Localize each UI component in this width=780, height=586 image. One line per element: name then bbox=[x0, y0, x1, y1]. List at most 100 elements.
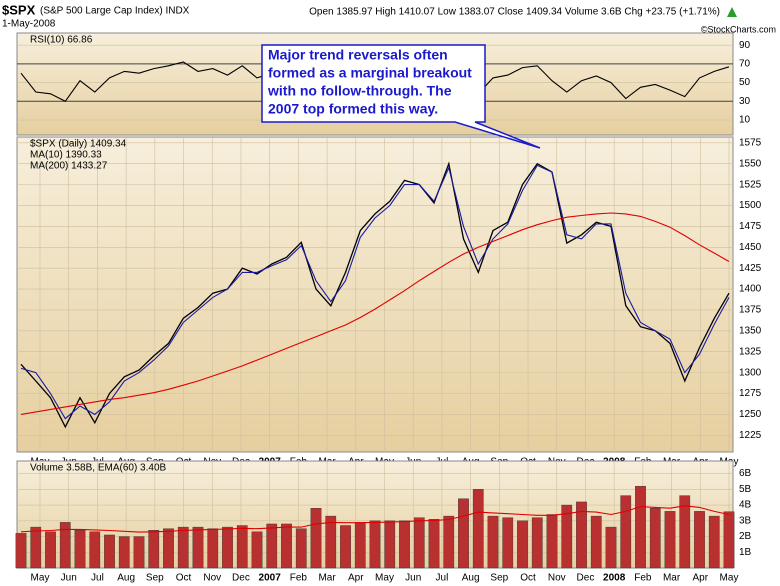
volume-bar bbox=[148, 530, 160, 569]
volume-bar bbox=[89, 531, 101, 569]
legend-entry: MA(10) 1390.33 bbox=[30, 150, 102, 161]
panel-background bbox=[16, 136, 734, 453]
volume-bar bbox=[517, 520, 528, 569]
volume-bar bbox=[679, 495, 691, 569]
y-tick-label: 1450 bbox=[739, 242, 762, 253]
y-tick-label: 1B bbox=[739, 547, 752, 558]
y-tick-label: 30 bbox=[739, 96, 751, 107]
x-tick-label: Mar bbox=[663, 573, 681, 584]
y-tick-label: 10 bbox=[739, 115, 751, 126]
x-tick-label: Jun bbox=[405, 573, 421, 584]
volume-bar bbox=[384, 520, 396, 569]
x-tick-label: Nov bbox=[548, 573, 566, 584]
y-tick-label: 1475 bbox=[739, 221, 762, 232]
volume-bar bbox=[369, 520, 381, 569]
volume-bar bbox=[561, 504, 573, 569]
x-tick-label: Jul bbox=[91, 573, 104, 584]
volume-bar bbox=[45, 531, 56, 569]
volume-bar bbox=[546, 514, 558, 569]
x-tick-label: Oct bbox=[176, 573, 192, 584]
volume-bar bbox=[354, 522, 366, 569]
x-tick-label: Aug bbox=[117, 573, 135, 584]
volume-bar bbox=[104, 534, 115, 569]
volume-bar bbox=[458, 498, 469, 569]
x-tick-label: 2008 bbox=[603, 573, 626, 584]
y-tick-label: 1550 bbox=[739, 158, 762, 169]
up-arrow bbox=[727, 7, 737, 17]
x-tick-label: Mar bbox=[318, 573, 336, 584]
x-tick-label: May bbox=[31, 573, 50, 584]
volume-bar bbox=[222, 526, 233, 569]
y-tick-label: 90 bbox=[739, 40, 751, 51]
x-tick-label: May bbox=[720, 573, 739, 584]
quote: Open 1385.97 High 1410.07 Low 1383.07 Cl… bbox=[309, 7, 720, 18]
volume-bar bbox=[472, 489, 484, 569]
x-tick-label: Sep bbox=[146, 573, 164, 584]
y-tick-label: 1225 bbox=[739, 430, 762, 441]
volume-bar bbox=[207, 528, 219, 569]
legend-entry: $SPX (Daily) 1409.34 bbox=[30, 139, 127, 150]
callout-text: formed as a marginal breakout bbox=[268, 65, 472, 81]
x-tick-label: May bbox=[375, 573, 394, 584]
volume-bar bbox=[133, 536, 145, 569]
volume-bar bbox=[620, 495, 632, 569]
callout-text: 2007 top formed this way. bbox=[268, 101, 438, 117]
y-tick-label: 1500 bbox=[739, 200, 762, 211]
y-tick-label: 1400 bbox=[739, 284, 762, 295]
volume-bar bbox=[590, 515, 602, 569]
volume-bar bbox=[192, 526, 204, 569]
x-tick-label: Feb bbox=[290, 573, 308, 584]
y-tick-label: 1350 bbox=[739, 325, 762, 336]
volume-bar bbox=[635, 485, 646, 569]
volume-bar bbox=[15, 533, 27, 569]
y-tick-label: 6B bbox=[739, 468, 752, 479]
y-tick-label: 2B bbox=[739, 531, 752, 542]
x-tick-label: Sep bbox=[490, 573, 508, 584]
volume-bar bbox=[413, 517, 425, 569]
volume-bar bbox=[576, 501, 587, 569]
volume-bar bbox=[295, 528, 307, 569]
date: 1-May-2008 bbox=[2, 19, 56, 30]
volume-bar bbox=[502, 517, 514, 569]
x-tick-label: Apr bbox=[693, 573, 709, 584]
y-tick-label: 70 bbox=[739, 59, 751, 70]
x-tick-label: Jul bbox=[436, 573, 449, 584]
volume-bar bbox=[664, 511, 676, 569]
y-tick-label: 5B bbox=[739, 484, 752, 495]
symbol-name: (S&P 500 Large Cap Index) INDX bbox=[40, 6, 190, 17]
legend-entry: MA(200) 1433.27 bbox=[30, 161, 108, 172]
x-tick-label: Aug bbox=[462, 573, 480, 584]
callout-text: Major trend reversals often bbox=[268, 47, 448, 63]
y-tick-label: 1325 bbox=[739, 346, 762, 357]
volume-bar bbox=[428, 519, 440, 569]
y-tick-label: 1300 bbox=[739, 367, 762, 378]
y-tick-label: 1275 bbox=[739, 388, 762, 399]
volume-bar bbox=[649, 508, 661, 569]
volume-bar bbox=[531, 517, 543, 569]
volume-bar bbox=[310, 508, 322, 569]
y-tick-label: 1575 bbox=[739, 137, 762, 148]
volume-bar bbox=[251, 531, 263, 569]
volume-bar bbox=[399, 520, 410, 569]
volume-bar bbox=[694, 511, 705, 569]
symbol: $SPX bbox=[2, 2, 36, 17]
volume-bar bbox=[605, 526, 617, 569]
volume-bar bbox=[723, 511, 735, 569]
series-line bbox=[20, 164, 730, 420]
panel-title: Volume 3.58B, EMA(60) 3.40B bbox=[30, 463, 167, 474]
volume-bar bbox=[74, 530, 86, 569]
volume-bar bbox=[59, 522, 71, 569]
x-tick-label: Dec bbox=[232, 573, 250, 584]
y-tick-label: 3B bbox=[739, 515, 752, 526]
y-tick-label: 50 bbox=[739, 77, 751, 88]
volume-bar bbox=[708, 515, 720, 569]
y-tick-label: 1525 bbox=[739, 179, 762, 190]
volume-bar bbox=[487, 515, 499, 569]
x-tick-label: Feb bbox=[634, 573, 652, 584]
volume-bar bbox=[325, 515, 337, 569]
callout: Major trend reversals often formed as a m… bbox=[261, 44, 541, 149]
volume-bar bbox=[30, 526, 42, 569]
x-tick-label: Apr bbox=[348, 573, 364, 584]
x-tick-label: Dec bbox=[577, 573, 595, 584]
